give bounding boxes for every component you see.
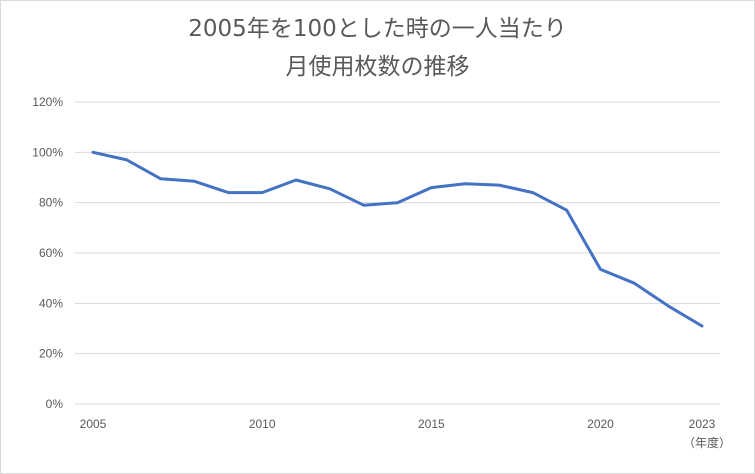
data-point [566,209,568,211]
chart-title-line1: 2005年を100とした時の一人当たり [188,16,567,42]
data-point [160,178,162,180]
data-point [701,325,703,327]
data-point [498,184,500,186]
y-tick-label: 0% [46,397,64,411]
x-tick-label: 2023 [689,417,716,431]
gridlines [75,101,720,405]
data-point [363,204,365,206]
data-point [261,192,263,194]
data-point [600,268,601,270]
x-tick-label: 2020 [587,417,614,431]
data-point [430,187,432,189]
y-tick-label: 100% [32,145,63,159]
series-layer [91,150,704,328]
data-point [464,183,466,185]
chart-title-line2: 月使用枚数の推移 [285,54,470,80]
x-tick-label: 2005 [80,417,107,431]
data-point [397,202,398,204]
y-tick-label: 20% [39,347,63,361]
x-tick-label: 2015 [418,417,445,431]
data-point [295,179,297,181]
y-tick-label: 120% [32,95,63,109]
data-point [126,159,128,161]
x-tick-label: 2010 [249,417,276,431]
data-point [532,192,534,194]
x-axis-label: （年度） [683,435,731,450]
x-axis-ticks: 2005 2010 2015 2020 2023 [80,417,716,431]
series-line [91,150,704,328]
y-tick-label: 40% [39,296,63,310]
data-point [329,188,331,190]
y-tick-label: 80% [39,196,63,210]
data-point [194,180,195,182]
y-axis-ticks: 0% 20% 40% 60% 80% 100% 120% [32,95,63,411]
y-tick-label: 60% [39,246,63,260]
data-point [227,192,229,194]
data-point [667,305,669,307]
data-point [92,151,94,153]
data-point [633,282,635,284]
